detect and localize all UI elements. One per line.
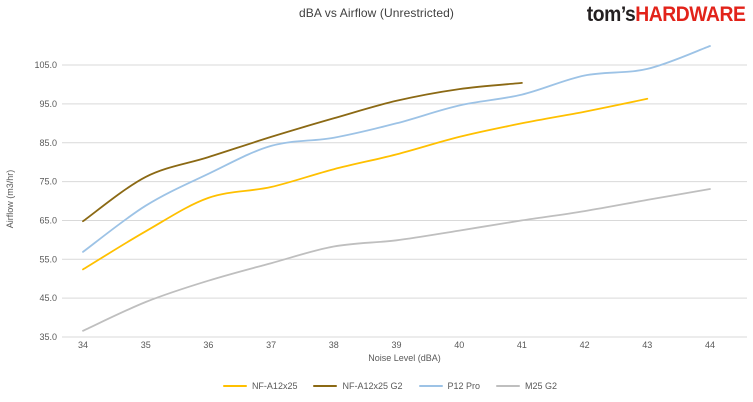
legend-label-p12-pro: P12 Pro <box>447 381 481 391</box>
y-tick-label-45: 45.0 <box>39 293 57 303</box>
legend-item-p12-pro: P12 Pro <box>418 381 481 391</box>
legend-swatch-nf-a12x25 <box>222 385 247 387</box>
legend-swatch-nf-a12x25-g2 <box>313 385 338 387</box>
y-tick-label-65: 65.0 <box>39 215 57 225</box>
x-tick-label-44: 44 <box>705 340 715 350</box>
logo-text-hardware: HARDWARE <box>634 3 746 26</box>
y-tick-label-75: 75.0 <box>39 177 57 187</box>
legend-label-nf-a12x25: NF-A12x25 <box>251 381 298 391</box>
x-tick-label-40: 40 <box>454 340 464 350</box>
legend-label-nf-a12x25-g2: NF-A12x25 G2 <box>342 381 403 391</box>
logo-text-toms: tom’s <box>586 3 635 26</box>
series-line-nf-a12x25-g2 <box>82 82 523 223</box>
series-line-p12-pro <box>82 45 711 253</box>
x-tick-label-43: 43 <box>642 340 652 350</box>
legend-label-m25-g2: M25 G2 <box>525 381 558 391</box>
legend-swatch-p12-pro <box>418 385 443 387</box>
series-line-m25-g2 <box>82 188 711 332</box>
legend-swatch-m25-g2 <box>496 385 521 387</box>
legend-item-nf-a12x25-g2: NF-A12x25 G2 <box>313 381 403 391</box>
legend-item-m25-g2: M25 G2 <box>496 381 557 391</box>
x-tick-label-41: 41 <box>517 340 527 350</box>
x-tick-label-36: 36 <box>203 340 213 350</box>
x-tick-label-35: 35 <box>141 340 151 350</box>
y-axis-title: Airflow (m3/hr) <box>5 169 15 229</box>
chart-legend: NF-A12x25 NF-A12x25 G2 P12 Pro M25 G2 <box>0 381 753 391</box>
x-axis-title: Noise Level (dBA) <box>368 353 441 363</box>
toms-hardware-logo: tom’sHARDWARE <box>586 3 745 27</box>
x-tick-label-42: 42 <box>580 340 590 350</box>
y-tick-label-95: 95.0 <box>39 99 57 109</box>
y-tick-label-55: 55.0 <box>39 254 57 264</box>
x-tick-label-38: 38 <box>329 340 339 350</box>
series-line-nf-a12x25 <box>82 97 649 271</box>
x-tick-label-37: 37 <box>266 340 276 350</box>
legend-item-nf-a12x25: NF-A12x25 <box>222 381 298 391</box>
y-tick-label-85: 85.0 <box>39 138 57 148</box>
y-tick-label-35: 35.0 <box>39 332 57 342</box>
chart-title: dBA vs Airflow (Unrestricted) <box>299 6 454 20</box>
x-tick-label-39: 39 <box>391 340 401 350</box>
y-tick-label-105: 105.0 <box>34 60 57 70</box>
x-tick-label-34: 34 <box>78 340 88 350</box>
